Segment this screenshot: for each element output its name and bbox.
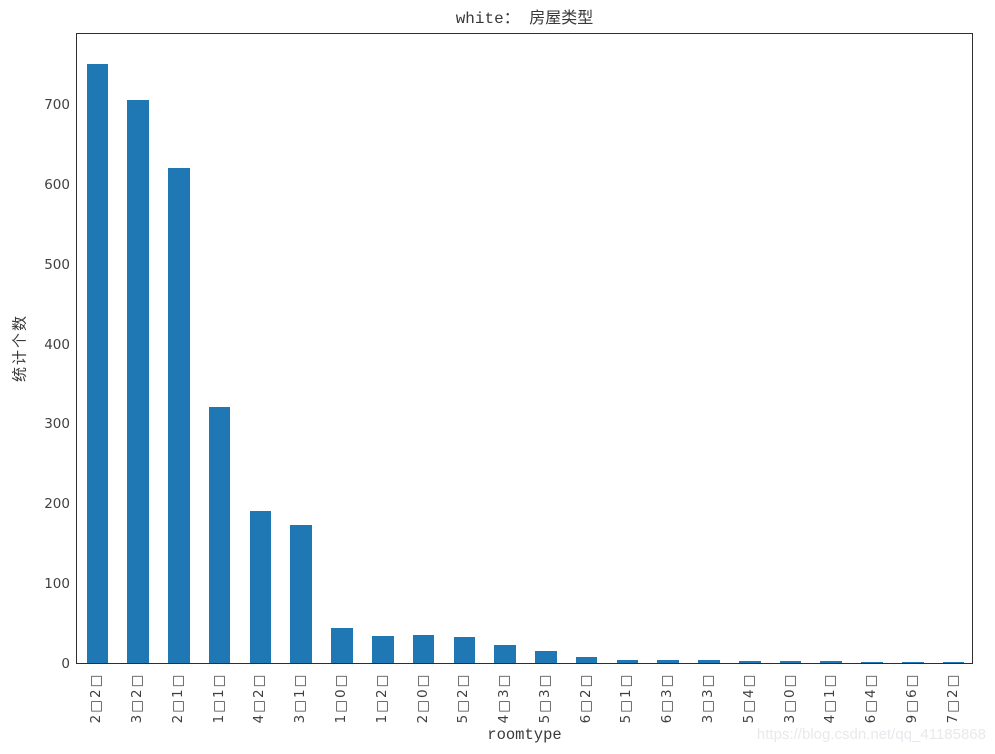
bar bbox=[575, 656, 598, 663]
x-tick-label: 4□3□ bbox=[496, 672, 513, 724]
y-tick-label: 200 bbox=[44, 496, 70, 513]
x-tick-label: 9□6□ bbox=[903, 672, 920, 724]
bar bbox=[290, 524, 313, 663]
y-tick-label: 400 bbox=[44, 336, 70, 353]
bar bbox=[820, 660, 843, 663]
x-tick-label: 3□1□ bbox=[292, 672, 309, 724]
bar bbox=[208, 407, 231, 663]
x-tick-label: 6□4□ bbox=[863, 672, 880, 724]
watermark-text: https://blog.csdn.net/qq_41185868 bbox=[756, 726, 986, 743]
x-tick-label: 1□0□ bbox=[333, 672, 350, 724]
bar bbox=[127, 99, 149, 663]
x-tick-label: 2□0□ bbox=[414, 672, 431, 724]
x-tick-label: 5□2□ bbox=[455, 672, 472, 724]
x-tick-label: 1□1□ bbox=[210, 672, 227, 724]
chart-title: white： 房屋类型 bbox=[455, 10, 594, 28]
bar bbox=[249, 511, 272, 663]
bar bbox=[738, 660, 761, 663]
bar bbox=[535, 651, 557, 663]
bar bbox=[371, 635, 394, 663]
x-tick-label: 6□2□ bbox=[577, 672, 594, 724]
bar bbox=[698, 659, 720, 663]
x-tick-label: 3□0□ bbox=[781, 672, 798, 724]
plot-area bbox=[76, 33, 973, 664]
x-tick-label: 5□4□ bbox=[740, 672, 757, 724]
bar bbox=[779, 660, 802, 663]
y-tick-label: 700 bbox=[44, 96, 70, 113]
x-tick-label: 6□3□ bbox=[659, 672, 676, 724]
x-tick-label: 4□1□ bbox=[822, 672, 839, 724]
y-tick-label: 100 bbox=[44, 576, 70, 593]
bar bbox=[494, 645, 516, 663]
bar bbox=[861, 662, 883, 663]
bar bbox=[86, 63, 109, 663]
x-tick-label: 7□2□ bbox=[944, 672, 961, 724]
bar bbox=[168, 167, 190, 663]
bar bbox=[453, 636, 476, 663]
y-tick-label: 600 bbox=[44, 176, 70, 193]
x-tick-label: 1□2□ bbox=[373, 672, 390, 724]
bar bbox=[331, 627, 353, 663]
x-tick-label: 3□2□ bbox=[129, 672, 146, 724]
x-tick-label: 2□2□ bbox=[88, 672, 105, 724]
bar bbox=[942, 662, 965, 663]
x-tick-label: 2□1□ bbox=[169, 672, 186, 724]
x-axis-label: roomtype bbox=[487, 726, 562, 744]
x-tick-label: 5□3□ bbox=[536, 672, 553, 724]
y-tick-label: 500 bbox=[44, 256, 70, 273]
x-tick-label: 3□3□ bbox=[699, 672, 716, 724]
bar bbox=[657, 659, 679, 663]
x-tick-label: 5□1□ bbox=[618, 672, 635, 724]
bar bbox=[902, 662, 924, 663]
bar bbox=[412, 635, 435, 663]
bar bbox=[616, 659, 639, 663]
x-tick-label: 4□2□ bbox=[251, 672, 268, 724]
y-tick-label: 300 bbox=[44, 416, 70, 433]
y-tick-label: 0 bbox=[61, 656, 70, 672]
